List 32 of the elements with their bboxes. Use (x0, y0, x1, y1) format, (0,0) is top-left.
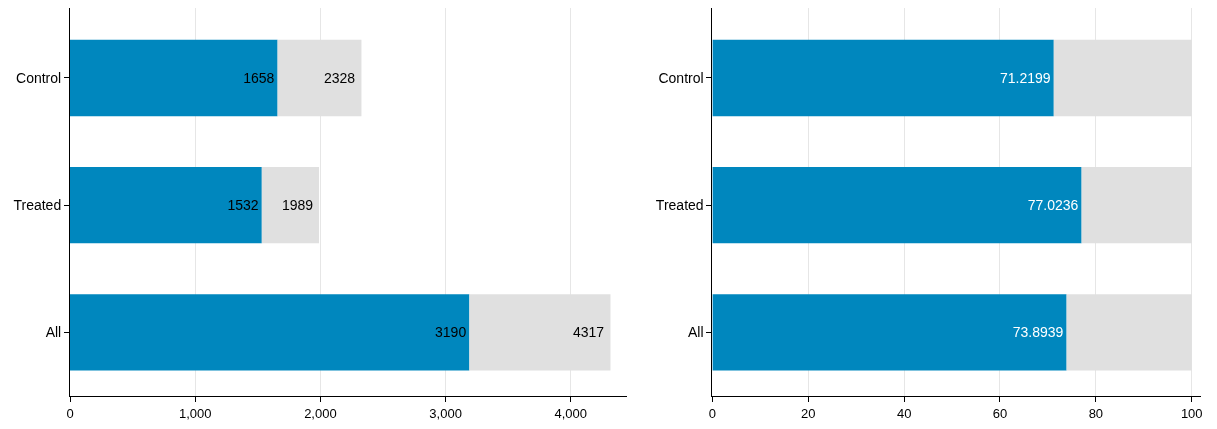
x-tick-label: 1,000 (178, 405, 212, 421)
x-tick-label: 20 (801, 405, 816, 421)
bar (712, 39, 1054, 117)
y-tick-label: Treated (655, 197, 704, 214)
x-tick-label: 4,000 (554, 405, 588, 421)
x-tick-label: 80 (1088, 405, 1104, 421)
total-label: 2328 (324, 70, 356, 86)
y-tick-label: All (45, 324, 62, 341)
x-tick-label: 3,000 (429, 405, 462, 421)
data-label: 77.0236 (1027, 197, 1079, 214)
data-label: 1658 (243, 69, 275, 86)
x-tick-label: 100 (1180, 405, 1203, 421)
bar (70, 167, 262, 244)
data-label: 73.8939 (1012, 324, 1064, 341)
data-label: 1532 (227, 197, 259, 214)
x-tick-label: 0 (66, 405, 74, 421)
bar (70, 294, 470, 371)
bar (712, 167, 1082, 244)
bar (712, 294, 1067, 371)
y-tick-label: Control (16, 69, 62, 86)
total-label: 1989 (282, 197, 314, 213)
data-label: 71.2199 (999, 69, 1051, 86)
x-tick-label: 40 (896, 405, 912, 421)
y-tick-label: Control (658, 69, 704, 86)
x-tick-label: 0 (708, 405, 717, 421)
bar (70, 39, 278, 117)
total-label: 4317 (573, 324, 605, 340)
y-tick-label: Treated (13, 197, 62, 214)
x-tick-label: 60 (992, 405, 1008, 421)
y-tick-label: All (688, 324, 704, 341)
data-label: 3190 (435, 324, 467, 341)
x-tick-label: 2,000 (304, 405, 337, 421)
